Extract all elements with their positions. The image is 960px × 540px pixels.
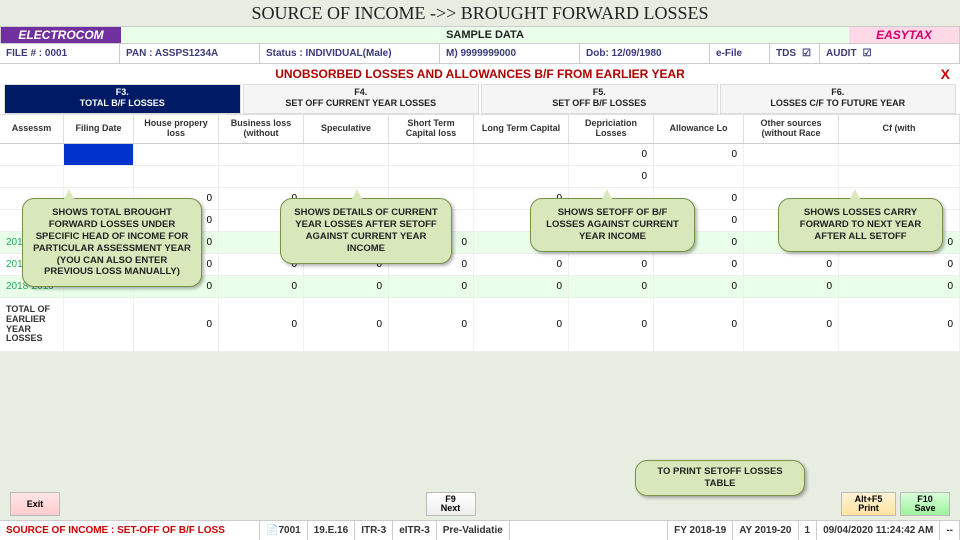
status-count: 1 — [799, 521, 818, 540]
table-header: Assessm Filing Date House propery loss B… — [0, 114, 960, 144]
sample-label: SAMPLE DATA — [121, 27, 849, 43]
callout-1: SHOWS TOTAL BROUGHT FORWARD LOSSES UNDER… — [22, 198, 202, 287]
info-row: FILE # : 0001 PAN : ASSPS1234A Status : … — [0, 44, 960, 64]
close-icon[interactable]: X — [941, 66, 950, 82]
brand-left: ELECTROCOM — [1, 27, 121, 43]
tab-f4[interactable]: F4.SET OFF CURRENT YEAR LOSSES — [243, 84, 480, 114]
status-end: -- — [940, 521, 960, 540]
status-bar: SOURCE OF INCOME : SET-OFF OF B/F LOSS 📄… — [0, 520, 960, 540]
status-preval: Pre-Validatie — [437, 521, 510, 540]
page-title: SOURCE OF INCOME ->> BROUGHT FORWARD LOS… — [0, 0, 960, 26]
col-cf: Cf (with — [839, 115, 960, 143]
col-dep: Depriciation Losses — [569, 115, 654, 143]
tds-label: TDS☑ — [770, 44, 820, 63]
mobile-field: M) 9999999000 — [440, 44, 580, 63]
next-button[interactable]: F9Next — [426, 492, 476, 516]
status-source: SOURCE OF INCOME : SET-OFF OF B/F LOSS — [0, 521, 260, 540]
footer-bar: Exit F9Next Alt+F5Print F10Save — [0, 490, 960, 518]
tab-f6[interactable]: F6.LOSSES C/F TO FUTURE YEAR — [720, 84, 957, 114]
col-business: Business loss (without — [219, 115, 304, 143]
brand-row: ELECTROCOM SAMPLE DATA EASYTAX — [0, 26, 960, 44]
col-filing: Filing Date — [64, 115, 134, 143]
efile-label: e-File — [710, 44, 770, 63]
col-assess: Assessm — [0, 115, 64, 143]
status-ver: 19.E.16 — [308, 521, 355, 540]
status-fy: FY 2018-19 — [668, 521, 733, 540]
tab-f3[interactable]: F3.TOTAL B/F LOSSES — [4, 84, 241, 114]
col-allow: Allowance Lo — [654, 115, 744, 143]
status-field: Status : INDIVIDUAL(Male) — [260, 44, 440, 63]
save-button[interactable]: F10Save — [900, 492, 950, 516]
col-stcl: Short Term Capital loss — [389, 115, 474, 143]
table-row-total: TOTAL OF EARLIER YEAR LOSSES000000000 — [0, 298, 960, 352]
file-number: FILE # : 0001 — [0, 44, 120, 63]
status-7001: 📄 7001 — [260, 521, 308, 540]
tab-f5[interactable]: F5.SET OFF B/F LOSSES — [481, 84, 718, 114]
col-house: House propery loss — [134, 115, 219, 143]
callout-4: SHOWS LOSSES CARRY FORWARD TO NEXT YEAR … — [778, 198, 943, 252]
status-eitr3: eITR-3 — [393, 521, 437, 540]
dob-field: Dob: 12/09/1980 — [580, 44, 710, 63]
status-itr3: ITR-3 — [355, 521, 393, 540]
col-ltcl: Long Term Capital — [474, 115, 569, 143]
section-header: UNOBSORBED LOSSES AND ALLOWANCES B/F FRO… — [0, 64, 960, 84]
status-datetime: 09/04/2020 11:24:42 AM — [817, 521, 940, 540]
table-row[interactable]: 0 — [0, 166, 960, 188]
callout-3: SHOWS SETOFF OF B/F LOSSES AGAINST CURRE… — [530, 198, 695, 252]
col-spec: Speculative — [304, 115, 389, 143]
callout-5: TO PRINT SETOFF LOSSES TABLE — [635, 460, 805, 496]
callout-2: SHOWS DETAILS OF CURRENT YEAR LOSSES AFT… — [280, 198, 452, 264]
col-other: Other sources (without Race — [744, 115, 839, 143]
table-row[interactable]: 00 — [0, 144, 960, 166]
pan-field: PAN : ASSPS1234A — [120, 44, 260, 63]
print-button[interactable]: Alt+F5Print — [841, 492, 896, 516]
exit-button[interactable]: Exit — [10, 492, 60, 516]
brand-right: EASYTAX — [849, 27, 959, 43]
status-ay: AY 2019-20 — [733, 521, 798, 540]
function-tabs: F3.TOTAL B/F LOSSES F4.SET OFF CURRENT Y… — [0, 84, 960, 114]
audit-label: AUDIT☑ — [820, 44, 960, 63]
